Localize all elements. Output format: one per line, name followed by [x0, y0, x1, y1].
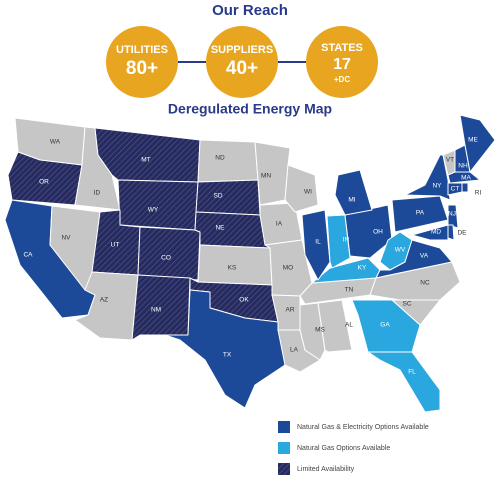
state	[317, 299, 353, 353]
state	[194, 211, 271, 249]
state-label: IA	[276, 221, 283, 228]
state-label: WI	[304, 189, 312, 196]
map: WA OR CA NV ID MT WY UT AZ CO NM ND SD NE KS OK TX MN IA WI…	[4, 114, 496, 413]
state-label: NH	[458, 163, 468, 170]
stat-label: SUPPLIERS	[211, 44, 273, 56]
state	[137, 226, 201, 281]
state-label: MO	[283, 265, 293, 272]
state-label: CA	[23, 252, 33, 259]
state	[326, 214, 351, 269]
state-label: FL	[408, 369, 416, 376]
stat-circle	[106, 26, 178, 98]
title: Our Reach	[212, 2, 288, 19]
state-label: AZ	[100, 297, 108, 304]
state-label: AR	[285, 307, 294, 314]
legend-label: Natural Gas Options Available	[297, 445, 390, 452]
state-label: MT	[141, 157, 150, 164]
stat-note: +DC	[334, 75, 350, 84]
state-label: NC	[420, 280, 430, 287]
state-label: MN	[261, 173, 271, 180]
state-label: OH	[373, 229, 383, 236]
state	[94, 127, 201, 183]
state	[284, 164, 319, 213]
state-label: NM	[151, 307, 161, 314]
state-label: ID	[94, 190, 101, 197]
state	[164, 289, 286, 409]
legend-label: Natural Gas & Electricity Options Availa…	[297, 424, 429, 431]
state	[301, 209, 331, 281]
stat-value: 80+	[126, 58, 158, 79]
state-label: DE	[457, 230, 467, 237]
state-label: KS	[228, 265, 237, 272]
state-label: TX	[223, 352, 232, 359]
state-label: KY	[358, 265, 367, 272]
state-label: WY	[148, 207, 159, 214]
state	[367, 351, 441, 413]
state-label: MI	[348, 197, 355, 204]
state	[131, 274, 191, 341]
state-label: NE	[215, 225, 225, 232]
state	[195, 179, 261, 216]
state	[117, 179, 199, 231]
stat-circle	[306, 26, 378, 98]
state-label: TN	[345, 287, 354, 294]
state-label: MS	[315, 327, 325, 334]
state-label: IL	[315, 239, 321, 246]
stat-value: 40+	[226, 58, 258, 79]
state-label: NJ	[448, 211, 456, 218]
state	[197, 139, 259, 183]
stat-value: 17	[333, 56, 351, 73]
state-label: SC	[402, 301, 411, 308]
state-label: IN	[343, 237, 350, 244]
legend-label: Limited Availability	[297, 466, 355, 473]
state-label: WA	[50, 139, 61, 146]
state-label: ME	[468, 137, 478, 144]
state-label: UT	[111, 242, 120, 249]
stat-label: STATES	[321, 42, 363, 54]
state	[461, 182, 469, 193]
state-label: PA	[416, 210, 425, 217]
map-title: Deregulated Energy Map	[168, 101, 332, 117]
stats: UTILITIES 80+ SUPPLIERS 40+ STATES 17 +DC	[106, 26, 378, 98]
state-label: VA	[420, 253, 429, 260]
legend: Natural Gas & Electricity Options Availa…	[278, 421, 429, 475]
state	[404, 154, 451, 201]
state	[447, 224, 455, 241]
state-label: OR	[39, 179, 49, 186]
state-label: AL	[345, 322, 353, 329]
state-label: VT	[446, 157, 454, 164]
state-label: CO	[161, 255, 171, 262]
state-label: MD	[431, 229, 441, 236]
state	[311, 257, 381, 284]
state-label: CT	[451, 186, 460, 193]
state	[447, 204, 459, 229]
stat-label: UTILITIES	[116, 44, 168, 56]
state	[459, 114, 496, 173]
state	[447, 171, 481, 184]
state-label: GA	[380, 322, 390, 329]
stat-circle	[206, 26, 278, 98]
state-label: RI	[475, 190, 482, 197]
state-label: LA	[290, 347, 299, 354]
state	[411, 224, 449, 241]
legend-swatch	[278, 421, 290, 433]
state-label: MA	[461, 175, 471, 182]
state-label: WV	[395, 247, 406, 254]
state-label: OK	[239, 297, 249, 304]
state-label: SD	[213, 193, 222, 200]
state-label: ND	[215, 155, 225, 162]
state-label: NY	[432, 183, 442, 190]
legend-swatch	[278, 463, 290, 475]
state	[334, 169, 373, 216]
legend-swatch	[278, 442, 290, 454]
state-label: NV	[61, 235, 71, 242]
